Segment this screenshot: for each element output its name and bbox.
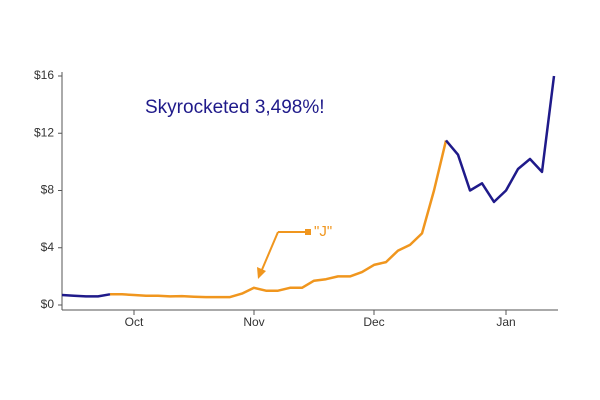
y-tick-label: $8 bbox=[41, 183, 55, 197]
x-tick-label: Dec bbox=[363, 315, 384, 329]
price-line bbox=[61, 75, 556, 298]
x-tick-label: Nov bbox=[243, 315, 264, 329]
price-line bbox=[110, 140, 448, 299]
j-marker bbox=[305, 229, 311, 235]
j-arrow bbox=[260, 231, 310, 273]
j-arrowhead bbox=[257, 267, 266, 279]
headline-annotation: Skyrocketed 3,498%! bbox=[145, 97, 325, 118]
y-tick-label: $16 bbox=[34, 68, 54, 82]
y-tick-label: $4 bbox=[41, 240, 55, 254]
y-tick-label: $0 bbox=[41, 297, 55, 311]
j-annotation: "J" bbox=[314, 223, 332, 240]
x-tick-label: Oct bbox=[125, 315, 144, 329]
y-tick-label: $12 bbox=[34, 125, 54, 139]
x-tick-label: Jan bbox=[496, 315, 515, 329]
